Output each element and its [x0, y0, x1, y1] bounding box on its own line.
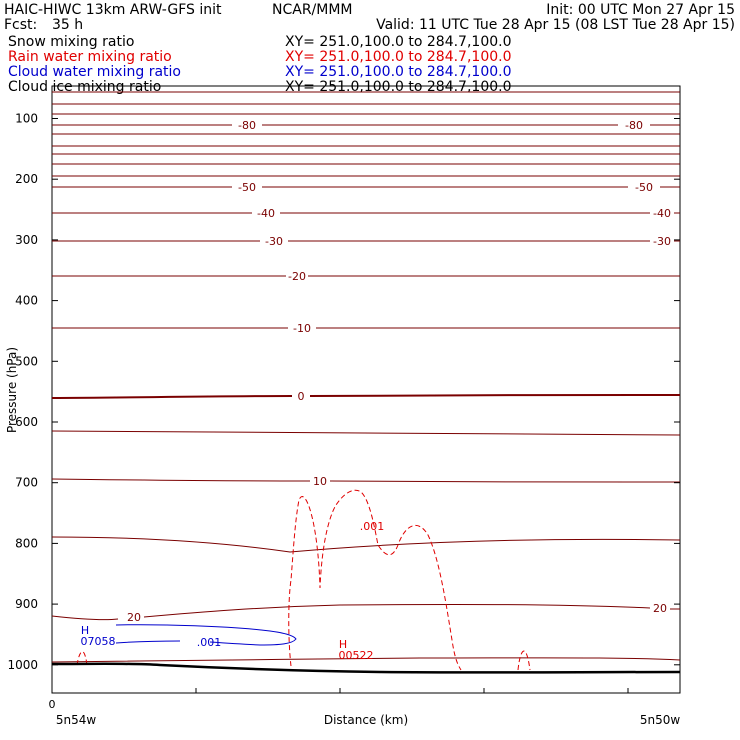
cloud-water-max-value: 07058 [81, 635, 116, 648]
temperature-label: -20 [288, 270, 306, 283]
temperature-label: 20 [653, 602, 667, 615]
init-time: Init: 00 UTC Mon 27 Apr 15 [546, 2, 735, 18]
field-name-snow: Snow mixing ratio [8, 34, 134, 50]
temperature-label: -80 [238, 119, 256, 132]
rain-max-value: 00522 [339, 649, 374, 662]
temperature-label: -40 [653, 207, 671, 220]
cloud-water-contour [115, 624, 297, 646]
x-tick-label-zero: 0 [49, 698, 56, 711]
rain-max-marker: H [339, 638, 347, 651]
temperature-label: -30 [653, 235, 671, 248]
y-tick-label: 1000 [7, 658, 38, 672]
field-xy-cloud-ice: XY= 251.0,100.0 to 284.7,100.0 [285, 79, 512, 95]
temperature-contour [51, 478, 681, 483]
valid-time: Valid: 11 UTC Tue 28 Apr 15 (08 LST Tue … [376, 17, 735, 33]
rain-contours [76, 489, 531, 671]
temperature-contour [51, 657, 681, 663]
temperature-label: -80 [625, 119, 643, 132]
temperature-label: -40 [257, 207, 275, 220]
rain-contour-label: .001 [360, 520, 385, 533]
temperature-contour [51, 536, 681, 553]
field-name-rain: Rain water mixing ratio [8, 49, 172, 65]
field-name-cloud-water: Cloud water mixing ratio [8, 64, 181, 80]
temperature-label: 20 [127, 611, 141, 624]
temperature-contours [51, 91, 681, 663]
y-tick-label: 100 [15, 112, 38, 126]
x-end-left: 5n54w [56, 713, 97, 727]
field-legend: Snow mixing ratio XY= 251.0,100.0 to 284… [8, 34, 512, 95]
model-title: HAIC-HIWC 13km ARW-GFS init [4, 2, 222, 18]
org-label: NCAR/MMM [272, 2, 353, 18]
y-tick-label: 700 [15, 476, 38, 490]
forecast-hour: 35 h [52, 17, 83, 33]
rain-contour [76, 651, 88, 666]
forecast-label: Fcst: [4, 17, 37, 33]
field-xy-snow: XY= 251.0,100.0 to 284.7,100.0 [285, 34, 512, 50]
temperature-label: -50 [238, 181, 256, 194]
x-end-right: 5n50w [640, 713, 681, 727]
y-axis-label: Pressure (hPa) [5, 347, 19, 433]
temperature-labels: -80 -80 -50 -50 -40 -40 -30 -30 -20 -10 … [127, 119, 671, 624]
temperature-label: -30 [265, 235, 283, 248]
temperature-label: 10 [313, 475, 327, 488]
temperature-label: -50 [635, 181, 653, 194]
rain-contour [517, 650, 531, 671]
cloud-water-max-marker: H [81, 624, 89, 637]
rain-labels: .001 H 00522 [339, 520, 385, 662]
y-tick-label: 500 [15, 354, 38, 368]
cloud-water-labels: H 07058 .001 [81, 624, 222, 649]
cloud-water-contours [115, 624, 297, 646]
y-tick-label: 200 [15, 172, 38, 186]
temperature-label: -10 [293, 322, 311, 335]
temperature-contour-zero [51, 394, 681, 399]
temperature-label: 0 [298, 390, 305, 403]
temperature-contour [51, 430, 681, 436]
y-tick-label: 900 [15, 597, 38, 611]
x-axis-ticks [195, 688, 629, 693]
temperature-contour [51, 603, 680, 621]
y-tick-label: 400 [15, 294, 38, 308]
field-xy-rain: XY= 251.0,100.0 to 284.7,100.0 [285, 49, 512, 65]
field-name-cloud-ice: Cloud ice mixing ratio [8, 79, 161, 95]
field-xy-cloud-water: XY= 251.0,100.0 to 284.7,100.0 [285, 64, 512, 80]
x-axis-label: Distance (km) [324, 713, 408, 727]
y-tick-label: 800 [15, 536, 38, 550]
cloud-water-contour-label: .001 [197, 636, 222, 649]
rain-contour [288, 489, 462, 671]
y-tick-label: 600 [15, 415, 38, 429]
y-tick-label: 300 [15, 233, 38, 247]
plot-frame [51, 85, 681, 694]
terrain-line [51, 662, 681, 674]
